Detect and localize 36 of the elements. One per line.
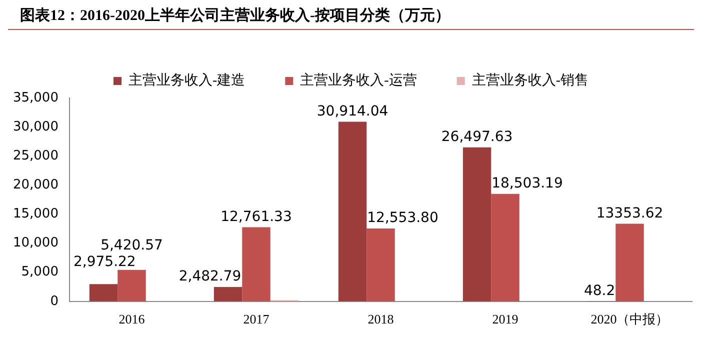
bar: [366, 228, 395, 302]
y-tick-label: 30,000: [12, 119, 58, 134]
data-label: 30,914.04: [316, 103, 388, 120]
y-tick-label: 25,000: [12, 148, 58, 164]
data-label: 48.2: [584, 282, 616, 299]
data-label: 13353.62: [596, 205, 664, 222]
y-tick-label: 20,000: [12, 178, 58, 193]
legend-label: 主营业务收入-销售: [472, 72, 589, 89]
bar: [616, 224, 644, 302]
bar: [242, 227, 270, 302]
data-label: 2,482.79: [178, 268, 242, 285]
data-label: 12,761.33: [220, 208, 292, 225]
chart-title: 图表12：2016-2020上半年公司主营业务收入-按项目分类（万元）: [8, 0, 694, 30]
bar: [214, 286, 242, 302]
x-tick-label: 2016: [118, 312, 146, 327]
bar: [491, 194, 520, 302]
data-label: 2,975.22: [73, 254, 136, 270]
y-tick-label: 10,000: [12, 236, 58, 251]
x-tick-label: 2018: [368, 312, 394, 327]
x-tick-label: 2020（中报）: [590, 312, 669, 327]
bar: [89, 284, 118, 302]
y-tick-label: 0: [50, 294, 58, 309]
legend-label: 主营业务收入-建造: [128, 72, 246, 89]
x-tick-label: 2019: [492, 312, 518, 327]
bar: [338, 122, 367, 302]
data-label: 18,503.19: [492, 176, 563, 192]
y-tick-label: 35,000: [12, 90, 58, 106]
x-tick-label: 2017: [243, 312, 270, 327]
data-label: 5,420.57: [100, 238, 163, 254]
data-label: 12,553.80: [367, 210, 438, 226]
legend-label: 主营业务收入-运营: [300, 72, 417, 89]
bar: [462, 147, 492, 302]
y-tick-label: 15,000: [12, 206, 58, 222]
data-label: 26,497.63: [441, 129, 513, 146]
y-tick-label: 5,000: [21, 264, 58, 280]
bar: [118, 270, 146, 302]
